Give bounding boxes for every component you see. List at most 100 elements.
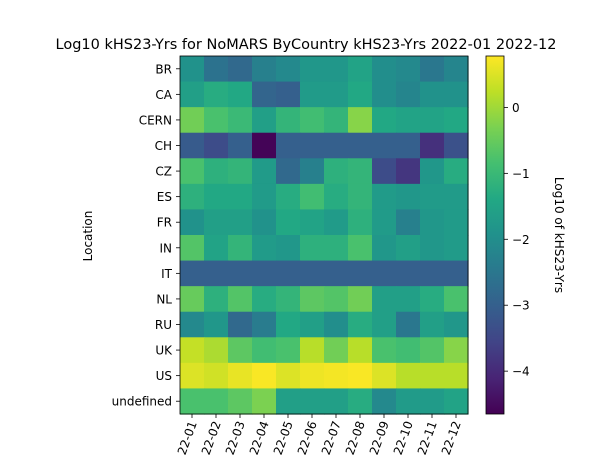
heatmap-cell [444, 158, 469, 185]
heatmap-cell [372, 158, 397, 185]
heatmap-cell [324, 158, 349, 185]
x-tick-label: 22-02 [199, 419, 224, 457]
heatmap-cell [300, 209, 325, 236]
heatmap-cell [276, 107, 301, 134]
y-tick-label: RU [155, 318, 172, 332]
y-tick-label: US [156, 369, 172, 383]
heatmap-cell [180, 158, 205, 185]
heatmap-cell [300, 81, 325, 108]
heatmap-cell [300, 286, 325, 313]
heatmap-cell [372, 107, 397, 134]
heatmap-cell [324, 388, 349, 415]
heatmap-cell [180, 209, 205, 236]
heatmap-cell [348, 260, 373, 287]
heatmap-cell [348, 362, 373, 390]
colorbar-label: Log10 of kHS23-Yrs [552, 177, 566, 293]
heatmap-cell [228, 81, 253, 108]
heatmap-cell [372, 81, 397, 108]
heatmap-cell [300, 235, 325, 262]
heatmap-cell [348, 56, 373, 83]
x-tick-label: 22-07 [319, 419, 344, 457]
x-tick-label: 22-03 [223, 419, 248, 457]
heatmap-cell [228, 311, 253, 338]
heatmap-cell [348, 311, 373, 338]
x-tick-label: 22-09 [367, 419, 392, 457]
heatmap-cell [324, 260, 349, 287]
y-tick-label: CZ [155, 165, 172, 179]
heatmap-cell [396, 337, 421, 364]
heatmap-cell [228, 132, 253, 159]
heatmap-cell [396, 362, 421, 390]
heatmap-cell [252, 286, 277, 313]
heatmap-cell [180, 337, 205, 364]
y-tick-label: CH [155, 139, 172, 153]
heatmap-cell [180, 388, 205, 415]
heatmap-cell [300, 183, 325, 211]
heatmap-cell [396, 260, 421, 287]
heatmap-cell [372, 286, 397, 313]
y-axis-label: Location [81, 211, 95, 262]
heatmap-cell [444, 107, 469, 134]
y-tick-label: CERN [139, 113, 172, 127]
heatmap-cell [204, 311, 229, 338]
heatmap-cell [324, 311, 349, 338]
heatmap-cell [324, 286, 349, 313]
heatmap-cell [180, 107, 205, 134]
y-tick-label: undefined [112, 395, 172, 409]
heatmap-cell [372, 311, 397, 338]
heatmap-cell [324, 81, 349, 108]
heatmap-cell [420, 56, 445, 83]
chart-title: Log10 kHS23-Yrs for NoMARS ByCountry kHS… [56, 37, 557, 53]
heatmap-cell [300, 260, 325, 287]
colorbar-tick-label: −2 [512, 233, 530, 247]
heatmap-cell [420, 183, 445, 211]
heatmap-cell [444, 260, 469, 287]
colorbar-gradient [485, 55, 505, 415]
heatmap-cell [396, 132, 421, 159]
heatmap-cell [276, 235, 301, 262]
x-axis-ticks: 22-0122-0222-0322-0422-0522-0622-0722-08… [175, 414, 464, 457]
heatmap-cell [276, 81, 301, 108]
heatmap-cell [276, 183, 301, 211]
heatmap-cell [252, 337, 277, 364]
heatmap-cell [276, 286, 301, 313]
y-axis-ticks: BR CA CERN CH CZ ES FR IN IT NL RU UK US undefined [112, 62, 180, 409]
x-tick-label: 22-10 [391, 419, 416, 457]
heatmap-cell [204, 337, 229, 364]
heatmap-cell [252, 81, 277, 108]
heatmap-cell [300, 337, 325, 364]
heatmap-cell [444, 311, 469, 338]
x-tick-label: 22-12 [439, 419, 464, 457]
heatmap-cell [420, 362, 445, 390]
heatmap-cell [372, 56, 397, 83]
heatmap-cell [252, 260, 277, 287]
heatmap-cell [276, 260, 301, 287]
x-tick-label: 22-01 [175, 419, 200, 457]
heatmap-cell [180, 56, 205, 83]
heatmap-cell [420, 286, 445, 313]
heatmap-cell [420, 107, 445, 134]
heatmap-cell [228, 260, 253, 287]
heatmap-cell [420, 132, 445, 159]
heatmap-cell [252, 388, 277, 415]
y-tick-label: IN [159, 241, 172, 255]
heatmap-cell [420, 81, 445, 108]
heatmap-cell [372, 209, 397, 236]
heatmap-cell [180, 81, 205, 108]
heatmap-cell [180, 132, 205, 159]
y-tick-label: FR [157, 216, 172, 230]
heatmap-cell [204, 388, 229, 415]
heatmap-cell [228, 158, 253, 185]
heatmap-cell [420, 260, 445, 287]
heatmap-cell [396, 81, 421, 108]
heatmap-cell [228, 107, 253, 134]
heatmap-cell [348, 286, 373, 313]
heatmap-cell [420, 311, 445, 338]
heatmap-cell [204, 81, 229, 108]
heatmap-cell [300, 56, 325, 83]
heatmap-cell [444, 286, 469, 313]
heatmap-cell [228, 235, 253, 262]
heatmap-cell [444, 388, 469, 415]
heatmap-cell [276, 311, 301, 338]
heatmap-cell [276, 158, 301, 185]
